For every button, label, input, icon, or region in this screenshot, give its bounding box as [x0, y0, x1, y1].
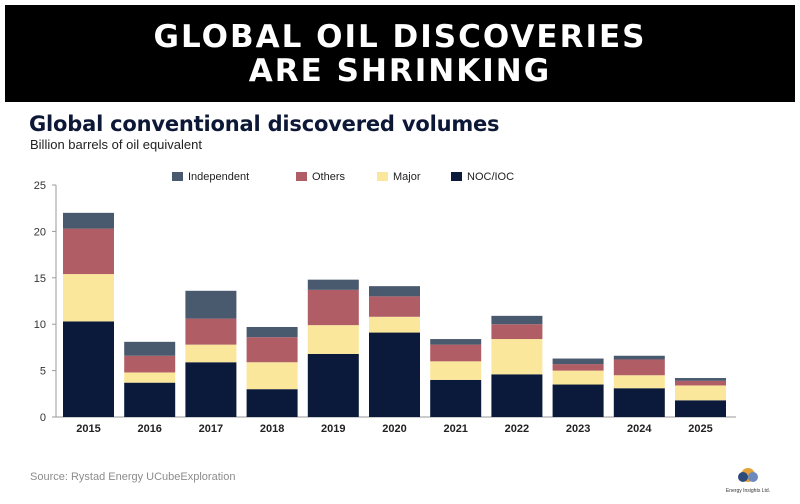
legend-label: Independent [188, 171, 249, 183]
chart-title: Global conventional discovered volumes [29, 112, 500, 136]
x-tick-label: 2018 [260, 423, 284, 435]
bar-segment [491, 315, 543, 325]
bar-segment [124, 382, 176, 417]
x-tick-label: 2024 [627, 423, 652, 435]
legend-label: Others [312, 171, 346, 183]
legend-swatch [377, 172, 388, 181]
bar-segment [369, 316, 420, 333]
bar-segment [552, 364, 604, 371]
bar-segment [185, 290, 237, 319]
bar-segment [63, 274, 114, 322]
x-tick-label: 2015 [76, 423, 100, 435]
legend-label: NOC/IOC [467, 171, 514, 183]
bar-segment [675, 400, 726, 417]
bar-segment [552, 358, 604, 365]
y-tick-label: 5 [40, 366, 46, 378]
x-tick-label: 2016 [137, 423, 161, 435]
x-tick-label: 2021 [443, 423, 467, 435]
y-tick-label: 20 [34, 226, 46, 238]
bar-segment [63, 228, 114, 275]
x-tick-label: 2022 [505, 423, 529, 435]
bar-segment [124, 341, 176, 356]
energy-company-logo: Energy Insights Ltd. [718, 464, 778, 498]
logo-icon [738, 468, 758, 482]
bar-segment [430, 379, 482, 417]
bar-segment [613, 355, 665, 360]
bar-segment [613, 375, 665, 389]
bar-segment [307, 279, 359, 290]
banner-title: GLOBAL OIL DISCOVERIES ARE SHRINKING [153, 18, 647, 89]
bar-segment [124, 355, 176, 373]
y-tick-label: 25 [34, 180, 46, 192]
source-note: Source: Rystad Energy UCubeExploration [30, 471, 236, 483]
bar-segment [369, 286, 420, 297]
bar-segment [491, 339, 543, 375]
bar-segment [369, 332, 420, 417]
legend-label: Major [393, 171, 421, 183]
bar-segment [613, 359, 665, 376]
x-tick-label: 2020 [382, 423, 406, 435]
bar-segment [430, 339, 482, 345]
bar-segment [246, 362, 298, 390]
bar-segment [246, 389, 298, 417]
bar-segment [430, 344, 482, 362]
bar-segment [430, 361, 482, 380]
bar-segment [307, 289, 359, 326]
bar-segment [675, 385, 726, 401]
x-tick-label: 2017 [199, 423, 223, 435]
bar-segment [491, 374, 543, 417]
bar-segment [246, 326, 298, 338]
bar-segment [185, 362, 237, 417]
bar-segment [63, 212, 114, 229]
logo-text: Energy Insights Ltd. [725, 488, 771, 494]
bar-segment [675, 380, 726, 386]
y-tick-label: 15 [34, 273, 46, 285]
x-tick-label: 2019 [321, 423, 345, 435]
bar-segment [307, 353, 359, 417]
bar-segment [246, 337, 298, 363]
bar-segment [307, 325, 359, 354]
x-tick-label: 2023 [566, 423, 590, 435]
bar-segment [185, 344, 237, 363]
bar-segment [185, 318, 237, 345]
bar-segment [675, 378, 726, 381]
header-banner: GLOBAL OIL DISCOVERIES ARE SHRINKING [5, 5, 795, 102]
bar-segment [491, 324, 543, 340]
bar-segment [63, 321, 114, 417]
y-tick-label: 0 [40, 412, 46, 424]
bar-segment [124, 372, 176, 383]
x-tick-label: 2025 [688, 423, 712, 435]
legend-swatch [296, 172, 307, 181]
bar-segment [552, 370, 604, 385]
bar-segment [613, 388, 665, 417]
legend-swatch [451, 172, 462, 181]
bar-segment [552, 384, 604, 417]
chart-subtitle: Billion barrels of oil equivalent [30, 137, 202, 152]
y-tick-label: 10 [34, 319, 46, 331]
bar-segment [369, 296, 420, 317]
legend-swatch [172, 172, 183, 181]
